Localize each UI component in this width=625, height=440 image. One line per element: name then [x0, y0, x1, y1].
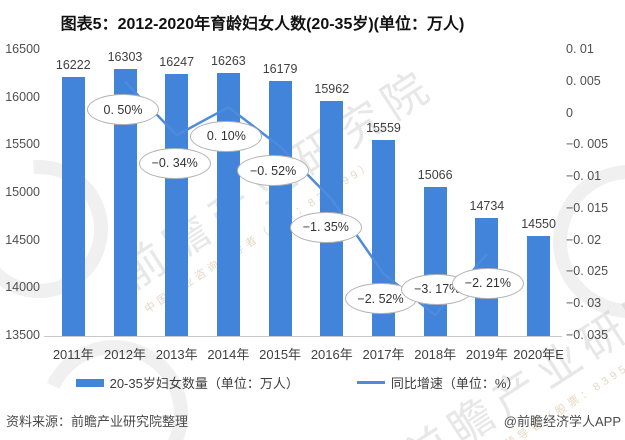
bar-2015年 — [268, 80, 292, 336]
bar-value-label: 15066 — [417, 167, 453, 182]
left-axis-tick: 14000 — [5, 280, 40, 295]
right-axis-tick: 0 — [566, 105, 573, 120]
legend-item-bar-series: 20-35岁妇女数量（单位：万人） — [75, 373, 299, 392]
left-axis-tick: 14500 — [5, 232, 40, 247]
bar-value-label: 16263 — [211, 53, 246, 68]
credit-note: @前瞻经济学人APP — [503, 414, 621, 429]
left-axis-tick: 13500 — [5, 328, 40, 342]
right-axis-tick: −0. 01 — [566, 169, 602, 184]
x-axis-category-label: 2013年 — [155, 347, 198, 362]
bar-value-label: 14734 — [469, 199, 505, 214]
chart-title: 图表5：2012-2020年育龄妇女人数(20-35岁)(单位：万人) — [60, 16, 465, 33]
left-axis-tick: 16000 — [5, 89, 40, 104]
bar-value-label: 16303 — [107, 49, 143, 64]
bar-2013年 — [165, 74, 189, 336]
x-axis-category-label: 2018年 — [414, 347, 457, 362]
bar-value-label: 14550 — [521, 216, 556, 231]
growth-point-label: 0. 50% — [87, 94, 159, 126]
x-axis-line — [44, 336, 562, 337]
legend: 20-35岁妇女数量（单位：万人） 同比增速（单位：%） — [0, 373, 595, 392]
right-axis-tick: −0. 02 — [566, 232, 602, 247]
bar-value-label: 16222 — [55, 57, 91, 72]
x-axis-category-label: 2015年 — [259, 347, 302, 362]
bar-value-label: 16247 — [159, 55, 195, 70]
right-axis-tick: 0. 005 — [566, 73, 601, 88]
legend-label: 20-35岁妇女数量（单位：万人） — [109, 376, 299, 391]
bar-swatch-icon — [75, 378, 104, 387]
growth-point-label: 0. 10% — [190, 120, 263, 152]
x-axis-category-label: 2019年 — [465, 347, 508, 362]
bar-value-label: 15559 — [366, 120, 401, 135]
x-axis-category-label: 2016年 — [310, 347, 353, 362]
bar-2020年E — [527, 235, 551, 336]
x-axis-category-label: 2014年 — [207, 347, 250, 362]
growth-point-label: −0. 52% — [237, 155, 310, 187]
left-axis-tick: 15000 — [5, 185, 40, 199]
bar-value-label: 15962 — [314, 82, 350, 97]
growth-point-label: −2. 21% — [451, 267, 524, 299]
x-axis-category-label: 2011年 — [52, 347, 94, 362]
right-axis-tick: −0. 03 — [566, 296, 602, 311]
line-swatch-icon — [356, 381, 385, 384]
right-axis-tick: −0. 035 — [566, 328, 609, 342]
x-axis-category-label: 2017年 — [362, 347, 405, 362]
growth-point-label: −0. 34% — [138, 147, 211, 179]
bar-2014年 — [216, 72, 240, 336]
growth-point-label: −1. 35% — [289, 211, 362, 243]
legend-item-line-series: 同比增速（单位：%） — [356, 373, 520, 392]
legend-label: 同比增速（单位：%） — [390, 376, 520, 391]
x-axis-category-label: 2020年E — [513, 347, 564, 362]
right-axis-tick: −0. 025 — [566, 264, 609, 279]
bar-value-label: 16179 — [262, 61, 298, 76]
right-axis-tick: −0. 015 — [566, 200, 609, 215]
left-axis-tick: 16500 — [5, 42, 40, 56]
bar-2011年 — [61, 76, 85, 336]
x-axis-category-label: 2012年 — [104, 347, 146, 362]
right-axis-tick: −0. 005 — [566, 137, 609, 152]
right-axis-tick: 0. 01 — [566, 42, 594, 56]
source-note: 资料来源：前瞻产业研究院整理 — [6, 414, 189, 429]
bar-2018年 — [423, 186, 447, 336]
left-axis-tick: 15500 — [5, 137, 40, 152]
